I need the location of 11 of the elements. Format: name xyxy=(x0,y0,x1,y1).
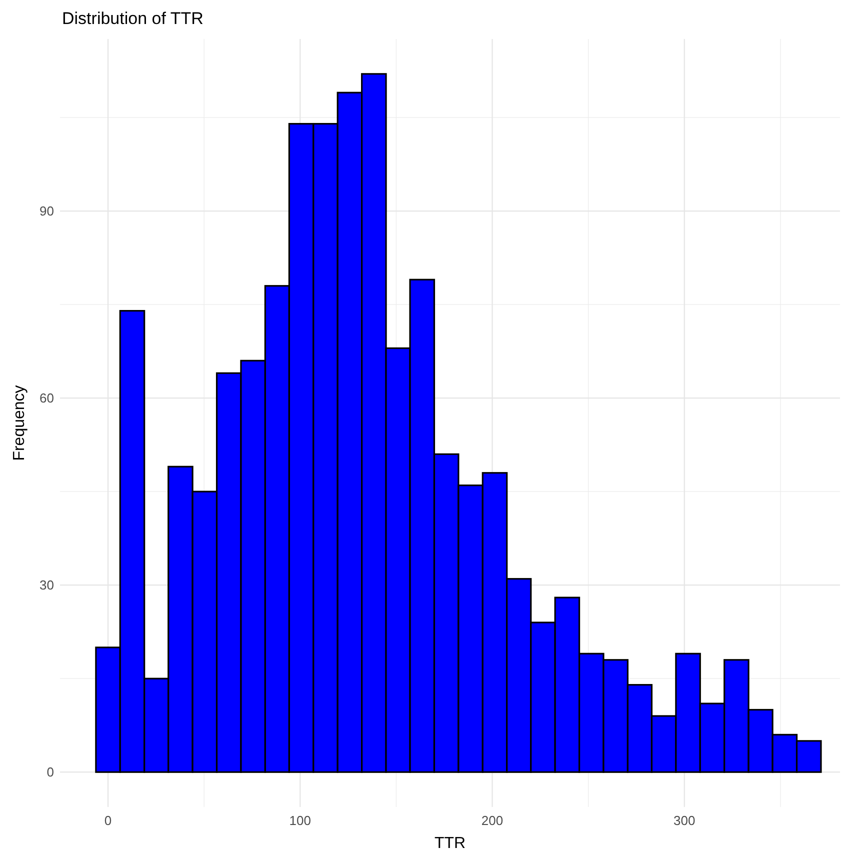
x-axis-title: TTR xyxy=(434,835,466,852)
x-tick-label: 0 xyxy=(104,813,112,828)
x-tick-label: 300 xyxy=(674,813,696,828)
x-tick-label: 200 xyxy=(481,813,504,828)
chart-title: Distribution of TTR xyxy=(62,9,204,28)
y-axis-title: Frequency xyxy=(11,385,28,461)
x-tick-label: 100 xyxy=(289,813,311,828)
y-tick-label: 0 xyxy=(46,764,54,780)
y-tick-label: 90 xyxy=(40,204,54,219)
y-tick-label: 30 xyxy=(40,578,54,593)
y-tick-label: 60 xyxy=(40,390,54,406)
